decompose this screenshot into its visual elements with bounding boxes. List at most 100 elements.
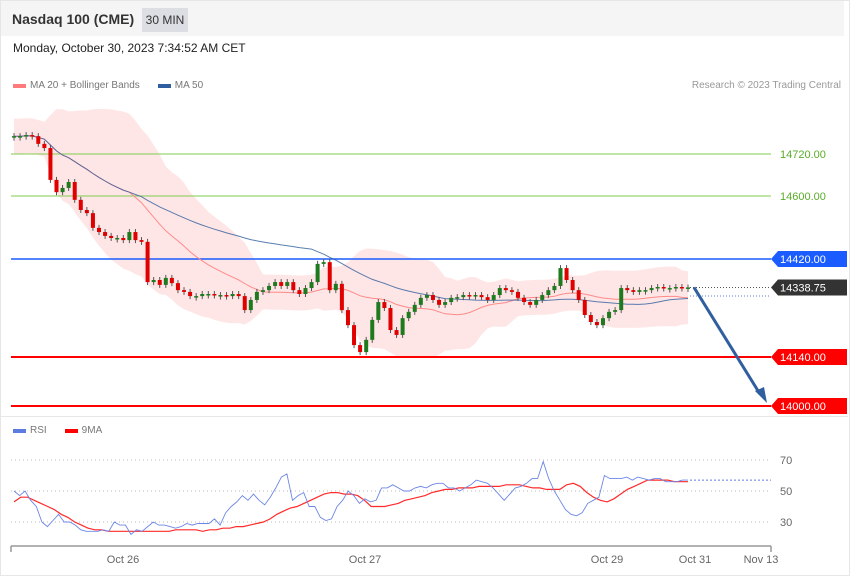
candle-body (388, 308, 393, 331)
rsi-tick-label: 30 (780, 517, 792, 529)
candle (528, 299, 533, 308)
candle-body (54, 179, 59, 193)
candle (224, 292, 229, 300)
candle (418, 294, 423, 308)
rsi-line (13, 460, 688, 536)
candle-body (169, 277, 174, 284)
candle-body (103, 232, 108, 236)
candle-body (406, 311, 411, 319)
pane-divider (1, 416, 848, 417)
instrument-title: Nasdaq 100 (CME) (12, 11, 135, 27)
forecast-arrow-shaft (692, 286, 762, 395)
candle-body (576, 290, 581, 300)
candle (321, 259, 326, 267)
candle (364, 336, 369, 356)
candle-body (540, 295, 545, 300)
candle (400, 315, 405, 338)
candle-body (564, 268, 569, 280)
candle (588, 312, 593, 325)
candle-body (491, 295, 496, 300)
candle (303, 285, 308, 297)
candle-body (163, 277, 168, 285)
candle (473, 292, 478, 300)
candle-body (637, 290, 642, 292)
candle-body (594, 322, 599, 326)
price-tag-support (771, 398, 847, 414)
candle-body (467, 295, 472, 297)
candle-body (394, 330, 399, 335)
candle-body (509, 290, 514, 292)
main-legend: MA 20 + Bollinger Bands MA 50 (13, 80, 203, 91)
candle (649, 285, 654, 294)
candle (327, 259, 332, 294)
candle (90, 210, 95, 231)
header-bar: Nasdaq 100 (CME) 30 MIN (1, 1, 844, 36)
candle-body (133, 232, 138, 241)
candle-body (443, 302, 448, 305)
candle-body (236, 294, 241, 297)
candle (212, 291, 217, 299)
candle-body (84, 210, 89, 214)
candle-body (418, 297, 423, 305)
candle-body (267, 285, 272, 291)
candle-body (382, 302, 387, 308)
candle (673, 284, 678, 292)
legend-rsi-ma: 9MA (81, 425, 103, 436)
candle (24, 132, 29, 140)
candle (273, 279, 278, 289)
candle-body (78, 199, 83, 210)
candle-body (449, 297, 454, 303)
x-tick-label: Nov 13 (744, 554, 779, 566)
candle (358, 342, 363, 356)
candle (230, 291, 235, 300)
ma50-swatch (157, 83, 171, 88)
candle (115, 235, 120, 243)
candle-body (212, 294, 217, 296)
price-tag-support (771, 349, 847, 365)
candle-body (345, 310, 350, 326)
candle (564, 265, 569, 283)
candle-body (485, 297, 490, 300)
candle-body (121, 238, 126, 241)
candle-body (528, 302, 533, 305)
x-tick-label: Oct 26 (107, 554, 139, 566)
candle-body (437, 299, 442, 305)
candle-body (30, 135, 35, 137)
candle-body (515, 291, 520, 298)
candle (443, 299, 448, 308)
x-tick-label: Oct 27 (349, 554, 381, 566)
candle-body (430, 295, 435, 300)
candle-body (643, 290, 648, 292)
candle (600, 315, 605, 329)
candle (218, 292, 223, 300)
candle-body (424, 295, 429, 298)
price-tag-label: 14420.00 (780, 254, 826, 266)
candle-body (127, 232, 132, 241)
candle-body (230, 294, 235, 297)
candle-body (358, 345, 363, 353)
candle-body (139, 240, 144, 242)
candle (534, 296, 539, 308)
rsi-ma-line (13, 479, 688, 532)
candle (509, 287, 514, 295)
legend-ma50: MA 50 (174, 80, 204, 91)
level-label: 14720.00 (780, 149, 826, 161)
price-tag-pivot (771, 251, 847, 267)
candle (297, 287, 302, 297)
candle (686, 284, 690, 292)
candle (236, 291, 241, 300)
level-label: 14600.00 (780, 191, 826, 203)
interval-button[interactable]: 30 MIN (142, 8, 188, 32)
candle (461, 292, 466, 301)
candle (661, 284, 666, 292)
candle-body (631, 290, 636, 292)
candle (339, 280, 344, 314)
candle-body (546, 290, 551, 296)
candle-body (145, 241, 150, 283)
candle (127, 229, 132, 244)
candle-body (97, 227, 102, 233)
candle (388, 305, 393, 334)
candle-body (339, 283, 344, 311)
candle-body (552, 285, 557, 291)
